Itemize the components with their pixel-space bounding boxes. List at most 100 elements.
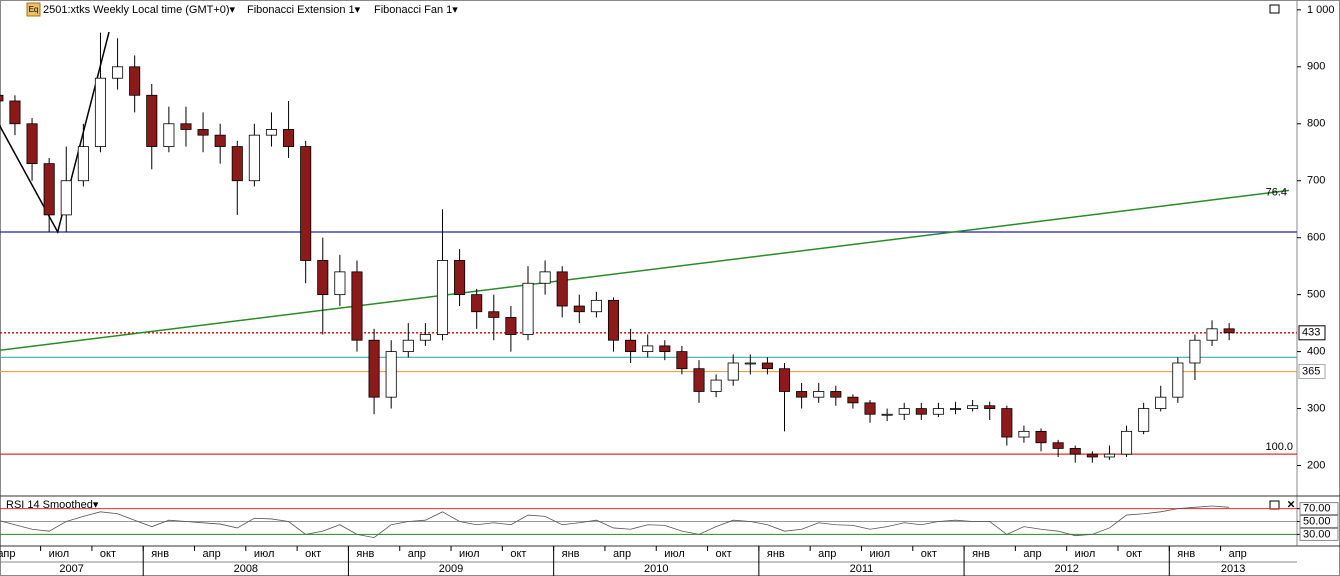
fib-fan-label: 76.4 <box>1266 186 1287 198</box>
instrument-icon[interactable] <box>26 2 41 17</box>
x-tick-label: июл <box>459 548 480 560</box>
candle-body <box>864 402 876 415</box>
level-label: 100.0 <box>1265 441 1293 453</box>
y-tick-label: 700 <box>1307 175 1325 187</box>
candle-body <box>283 129 295 147</box>
candle-body <box>1001 408 1013 438</box>
year-label: 2013 <box>1221 563 1245 575</box>
level-box <box>1298 364 1326 380</box>
x-tick-label: апр <box>0 548 16 560</box>
candle-body <box>94 77 106 147</box>
y-tick-label: 70.00 <box>1303 503 1331 515</box>
candle-body <box>163 123 175 147</box>
chart-title[interactable]: 2501:xtks Weekly Local time (GMT+0)▾ <box>43 4 236 16</box>
candle-body <box>830 391 842 398</box>
candle-body <box>796 391 808 398</box>
candle-body <box>898 408 910 415</box>
x-tick-label: янв <box>972 548 990 560</box>
x-tick-label: июл <box>254 548 275 560</box>
fib-extension <box>0 31 110 235</box>
rsi-title[interactable]: RSI 14 Smoothed▾ <box>6 499 99 511</box>
candle-body <box>471 294 483 313</box>
year-label: 2007 <box>59 563 83 575</box>
candle-body <box>1206 328 1218 341</box>
candle-body <box>9 100 21 125</box>
x-tick-label: апр <box>203 548 221 560</box>
year-label: 2008 <box>234 563 258 575</box>
candle-body <box>26 123 38 165</box>
candle-body <box>317 260 329 296</box>
candle-body <box>248 134 260 182</box>
candle-body <box>693 368 705 392</box>
y-tick-label: 300 <box>1307 402 1325 414</box>
x-tick-label: окт <box>510 548 526 560</box>
candle-body <box>932 408 944 415</box>
close-button[interactable]: × <box>1287 496 1295 511</box>
candle-body <box>1086 453 1098 458</box>
candle-body <box>556 271 568 307</box>
x-tick-label: янв <box>767 548 785 560</box>
fib-fan-line <box>0 189 1290 352</box>
year-label: 2012 <box>1054 563 1078 575</box>
candle-body <box>727 362 739 381</box>
candle-body <box>1018 430 1030 438</box>
candle-body <box>265 129 278 136</box>
y-tick-label: 30.00 <box>1303 528 1331 540</box>
candle-body <box>385 351 397 398</box>
candle-body <box>129 66 141 96</box>
candle-body <box>300 146 312 261</box>
y-tick-label: 1 000 <box>1307 4 1335 16</box>
candle-body <box>573 305 585 313</box>
last-price-box <box>1298 325 1326 341</box>
x-tick-label: апр <box>1023 548 1041 560</box>
x-tick-label: июл <box>49 548 70 560</box>
x-tick-label: янв <box>1177 548 1195 560</box>
candle-body <box>1069 448 1081 455</box>
candle-body <box>813 391 825 398</box>
level-label: 365 <box>1302 365 1320 377</box>
candle-body <box>112 66 124 79</box>
candle-body <box>197 129 209 136</box>
overlay-label[interactable]: Fibonacci Fan 1▾ <box>374 4 458 16</box>
candle-body <box>607 299 620 341</box>
overlay-label[interactable]: Fibonacci Extension 1▾ <box>247 4 361 16</box>
candle-body <box>915 408 927 415</box>
y-tick-label: 600 <box>1307 232 1325 244</box>
x-tick-label: окт <box>921 548 937 560</box>
candle-body <box>1189 339 1201 364</box>
candle-body <box>1121 430 1133 455</box>
x-tick-label: окт <box>716 548 732 560</box>
candle-body <box>967 405 979 409</box>
candle-body <box>1052 442 1064 449</box>
x-tick-label: янв <box>562 548 580 560</box>
price-plot: 100.0 76.4 <box>0 31 1297 463</box>
candle-body <box>676 351 688 370</box>
y-tick-box <box>1299 515 1339 528</box>
year-label: 2010 <box>644 563 668 575</box>
x-tick-label: янв <box>356 548 374 560</box>
candle-body <box>334 271 346 296</box>
candle-body <box>77 146 89 182</box>
x-tick-label: янв <box>151 548 169 560</box>
maximize-button[interactable] <box>1269 4 1280 14</box>
candle-body <box>1223 328 1235 334</box>
rsi-line <box>0 505 1230 539</box>
candle-body <box>419 334 431 341</box>
y-tick-label: 800 <box>1307 118 1325 130</box>
y-tick-label: 400 <box>1307 346 1325 358</box>
candle-body <box>402 339 414 353</box>
x-tick-label: апр <box>1229 548 1247 560</box>
x-tick-label: апр <box>613 548 631 560</box>
y-tick-label: 500 <box>1307 289 1325 301</box>
candle-body <box>1172 362 1184 398</box>
candle-body <box>368 339 380 398</box>
candle-body <box>231 146 243 182</box>
y-tick-label: 900 <box>1307 61 1325 73</box>
candle-body <box>539 271 551 284</box>
candle-body <box>214 134 226 147</box>
candle-body <box>881 413 893 416</box>
